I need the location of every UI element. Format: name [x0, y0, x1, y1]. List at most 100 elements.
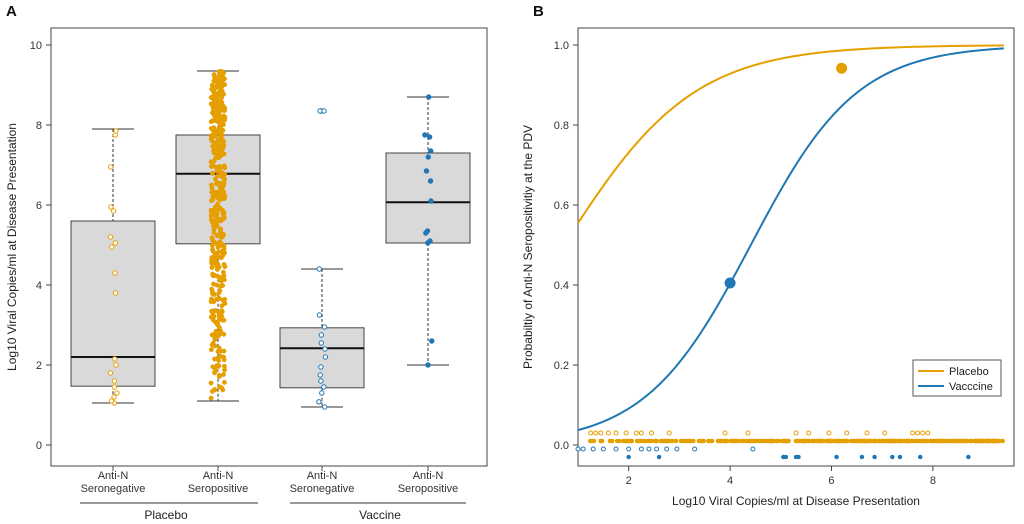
rug-point-vaccine-seronegative — [613, 446, 619, 452]
rug-point-placebo-seropositive — [954, 438, 960, 444]
curve-vaccine — [577, 47, 1004, 432]
panel-b-y-tick-label: 0.0 — [554, 440, 569, 452]
data-point — [319, 390, 325, 396]
rug-point-placebo-seropositive — [834, 438, 840, 444]
data-point — [218, 278, 224, 284]
rug-point-placebo-seropositive — [818, 438, 823, 444]
rug-point-placebo-seronegative — [745, 430, 751, 436]
panel-b-x-ticks: 2 4 6 8 — [626, 466, 936, 487]
data-point — [221, 372, 226, 377]
box-iqr — [279, 327, 365, 389]
rug-point-placebo-seropositive — [625, 438, 630, 444]
group-label-placebo-pos-line2: Seropositive — [188, 483, 249, 495]
rug-point-placebo-seropositive — [680, 438, 685, 444]
data-point — [221, 331, 227, 337]
rug-point-placebo-seropositive — [879, 438, 885, 444]
data-point — [215, 262, 221, 267]
data-point — [212, 76, 218, 82]
data-point — [219, 303, 225, 309]
data-point — [109, 244, 115, 250]
data-point — [210, 118, 216, 124]
data-point — [220, 152, 226, 157]
data-point — [222, 171, 228, 177]
data-point — [112, 240, 119, 246]
rug-point-placebo-seropositive — [892, 438, 898, 444]
rug-point-placebo-seropositive — [852, 438, 858, 444]
data-point — [210, 256, 216, 261]
rug-point-placebo-seropositive — [859, 438, 864, 444]
data-point — [219, 234, 224, 240]
data-point — [215, 322, 221, 328]
rug-point-placebo-seropositive — [732, 438, 738, 444]
data-point — [209, 286, 215, 292]
rug-point-placebo-seropositive — [709, 438, 714, 444]
rug-point-placebo-seropositive — [994, 438, 1000, 444]
data-point — [210, 291, 216, 297]
rug-point-placebo-seronegative — [882, 430, 888, 436]
rug-point-placebo-seropositive — [728, 438, 734, 444]
legend-box — [912, 359, 1002, 397]
rug-point-placebo-seropositive — [959, 438, 965, 444]
rug-point-placebo-seronegative — [806, 430, 812, 436]
data-point — [107, 370, 114, 376]
data-point — [112, 270, 118, 276]
rug-point-placebo-seropositive — [863, 438, 869, 444]
data-point — [110, 208, 117, 214]
panel-b-group-means — [724, 62, 848, 289]
panel-a-y-tick-label: 8 — [36, 120, 42, 132]
data-point — [423, 168, 430, 174]
panel-b-label: B — [533, 3, 544, 20]
rug-point-vaccine-seronegative — [600, 446, 606, 452]
rug-point-placebo-seronegative — [666, 430, 672, 436]
panel-a-boxes — [70, 70, 471, 408]
rug-point-vaccine-seropositive — [796, 454, 801, 460]
curve-placebo — [577, 44, 1004, 224]
data-point — [211, 163, 217, 169]
rug-point-vaccine-seronegative — [580, 446, 586, 452]
data-point — [212, 252, 218, 258]
panel-b-y-tick-label: 0.8 — [554, 120, 569, 132]
data-point — [322, 404, 328, 410]
data-point — [211, 158, 217, 164]
panel-b-x-tick-label: 6 — [828, 475, 834, 487]
rug-point-placebo-seropositive — [776, 438, 781, 444]
rug-point-placebo-seropositive — [591, 438, 597, 444]
data-point — [208, 395, 214, 401]
data-point — [221, 246, 227, 252]
data-point — [215, 201, 221, 207]
data-point — [208, 380, 214, 386]
panel-b-plot-frame — [577, 27, 1015, 467]
rug-point-vaccine-seropositive — [966, 454, 971, 460]
panel-b-x-tick-label: 8 — [930, 475, 936, 487]
data-point — [211, 94, 217, 100]
legend-label-vaccine: Vacccine — [949, 381, 993, 393]
panel-b-y-tick-label: 0.4 — [554, 280, 569, 292]
data-point — [215, 349, 221, 354]
data-point — [425, 154, 431, 160]
rug-point-placebo-seropositive — [825, 438, 830, 444]
rug-point-placebo-seronegative — [598, 430, 604, 436]
legend: Placebo Vacccine — [912, 359, 1002, 397]
data-point — [111, 378, 118, 384]
legend-label-placebo: Placebo — [949, 366, 989, 378]
data-point — [208, 133, 214, 139]
rug-point-placebo-seronegative — [793, 430, 799, 436]
data-point — [221, 70, 226, 76]
outlier-point — [321, 108, 327, 114]
data-point — [215, 333, 221, 339]
data-point — [425, 362, 431, 368]
data-point — [211, 225, 217, 230]
data-point — [214, 148, 220, 154]
rug-point-placebo-seropositive — [696, 438, 702, 444]
rug-point-placebo-seropositive — [598, 438, 603, 444]
rug-point-placebo-seropositive — [652, 438, 658, 444]
data-point — [213, 328, 219, 334]
data-point — [222, 296, 228, 302]
panel-b-y-tick-label: 1.0 — [554, 40, 569, 52]
data-point — [216, 77, 222, 83]
data-point — [210, 109, 216, 115]
rug-point-placebo-seropositive — [669, 438, 675, 444]
data-point — [209, 388, 215, 394]
rug-point-placebo-seronegative — [826, 430, 832, 436]
